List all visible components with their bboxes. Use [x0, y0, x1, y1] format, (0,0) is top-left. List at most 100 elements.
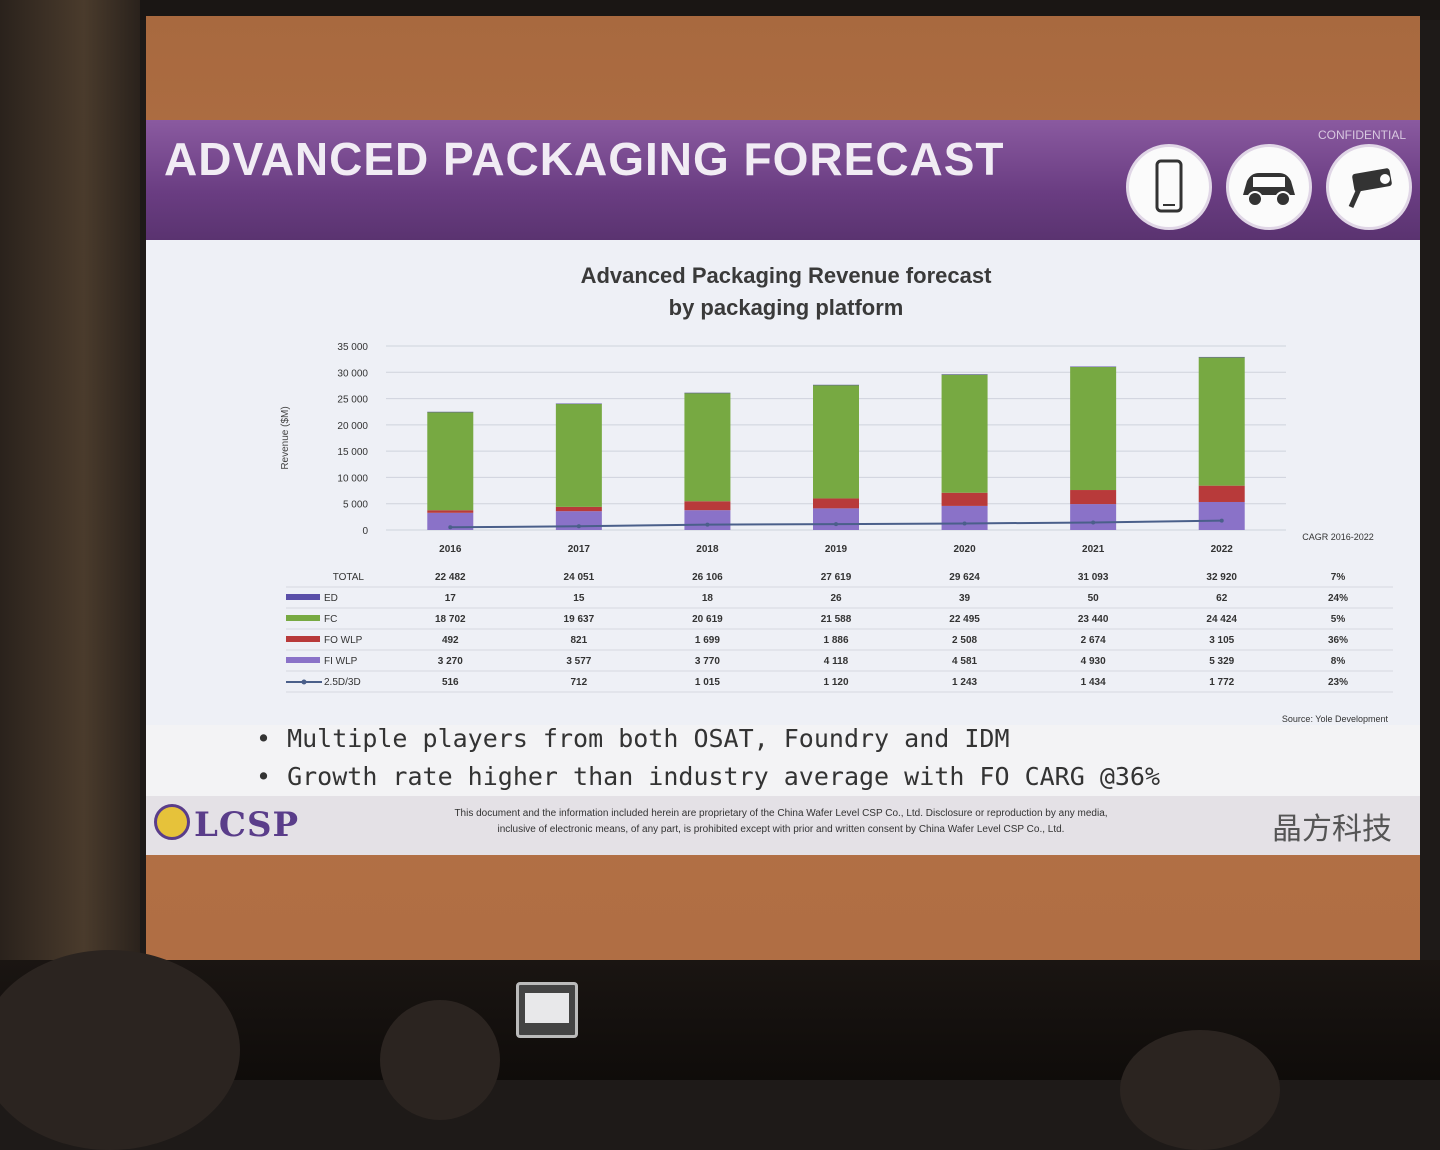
table-cell: 18 [702, 593, 714, 604]
audience-head [0, 950, 240, 1150]
legend-entry: 2.5D/3D [324, 677, 361, 688]
line-point [576, 524, 581, 529]
phone-screen [525, 993, 569, 1023]
table-row-label: TOTAL [333, 572, 365, 583]
slide-footer: LCSP This document and the information i… [146, 796, 1420, 855]
table-cell: 20 619 [692, 614, 723, 625]
x-tick-label: 2017 [568, 544, 591, 555]
room-ceiling [0, 0, 1440, 20]
table-cagr-cell: 36% [1328, 635, 1348, 646]
table-cell: 3 270 [438, 656, 463, 667]
bar-segment-fi-wlp [427, 512, 474, 530]
security-camera-icon [1326, 144, 1412, 230]
y-tick-label: 5 000 [343, 500, 368, 511]
car-icon [1226, 144, 1312, 230]
table-cell: 29 624 [949, 572, 980, 583]
table-cell: 24 424 [1206, 614, 1237, 625]
table-cell: 1 434 [1081, 677, 1106, 688]
y-tick-label: 20 000 [337, 421, 368, 432]
table-cell: 1 772 [1209, 677, 1234, 688]
bar-segment-ed [941, 374, 988, 375]
confidential-label: CONFIDENTIAL [1317, 128, 1406, 142]
audience-head [380, 1000, 500, 1120]
audience-head [1120, 1030, 1280, 1150]
table-cell: 1 120 [823, 677, 848, 688]
bar-segment-ed [813, 384, 859, 386]
bar-segment-fo-wlp [813, 498, 859, 509]
bullet-text: Growth rate higher than industry average… [287, 762, 1161, 791]
bar-segment-fc [427, 411, 474, 511]
y-tick-label: 25 000 [337, 395, 368, 406]
logo-text: LCSP [194, 805, 300, 845]
table-cell: 2 508 [952, 635, 977, 646]
table-cell: 5 329 [1209, 656, 1234, 667]
bar-segment-fo-wlp [941, 492, 988, 506]
bar-segment-fo-wlp [427, 510, 474, 513]
y-tick-label: 10 000 [337, 473, 368, 484]
bar-segment-fo-wlp [684, 501, 731, 511]
table-cell: 4 581 [952, 656, 977, 667]
chart-title-line2: by packaging platform [668, 295, 904, 320]
table-cell: 50 [1088, 593, 1100, 604]
table-cell: 1 015 [695, 677, 720, 688]
table-cell: 516 [442, 677, 459, 688]
table-cell: 1 699 [695, 635, 720, 646]
legend-entry: FI WLP [324, 656, 358, 667]
bar-segment-fo-wlp [1198, 485, 1245, 502]
bar-segment-fi-wlp [684, 510, 731, 530]
legend-swatch [286, 657, 320, 663]
bar-segment-fi-wlp [1198, 501, 1245, 530]
bar-segment-ed [684, 392, 731, 394]
table-cell: 1 243 [952, 677, 977, 688]
x-tick-label: 2018 [696, 544, 719, 555]
bar-segment-fo-wlp [1070, 490, 1117, 505]
y-tick-label: 30 000 [337, 368, 368, 379]
table-cell: 15 [573, 593, 585, 604]
y-tick-label: 15 000 [337, 447, 368, 458]
table-cell: 26 106 [692, 572, 723, 583]
table-cell: 3 105 [1209, 635, 1234, 646]
table-cagr-cell: 5% [1331, 614, 1346, 625]
line-point [962, 521, 967, 526]
table-cagr-cell: 7% [1331, 572, 1346, 583]
table-cell: 27 619 [821, 572, 852, 583]
table-cell: 2 674 [1081, 635, 1106, 646]
footer-disclaimer: This document and the information includ… [351, 806, 1211, 838]
y-axis-label: Revenue ($M) [280, 406, 291, 469]
table-cell: 1 886 [823, 635, 848, 646]
chart-title-line1: Advanced Packaging Revenue forecast [580, 263, 992, 288]
audience-area [0, 950, 1440, 1150]
table-cell: 3 770 [695, 656, 720, 667]
disclaimer-line: This document and the information includ… [454, 808, 1108, 819]
chart-source: Source: Yole Development [1282, 714, 1389, 724]
line-point [834, 522, 838, 527]
line-point [448, 525, 453, 530]
bullet-marker: • [256, 762, 272, 791]
table-cell: 712 [571, 677, 588, 688]
table-cell: 22 495 [949, 614, 980, 625]
bar-segment-fc [1198, 357, 1245, 486]
table-cell: 24 051 [564, 572, 595, 583]
legend-entry: ED [324, 593, 338, 604]
line-point [1091, 520, 1096, 525]
legend-entry: FC [324, 614, 337, 625]
bar-segment-fc [555, 403, 602, 507]
table-cagr-cell: 23% [1328, 677, 1348, 688]
table-cell: 32 920 [1206, 572, 1237, 583]
stacked-bar-chart: 35 000 30 000 25 000 20 000 15 000 10 000 5 00… [280, 342, 1393, 724]
audience-phone [516, 982, 578, 1038]
room-wall [0, 0, 140, 1080]
bullet-text: Multiple players from both OSAT, Foundry… [287, 724, 1010, 753]
y-tick-label: 35 000 [337, 342, 368, 353]
bar-segment-ed [555, 403, 602, 405]
table-cagr-cell: 8% [1331, 656, 1346, 667]
x-tick-label: 2021 [1082, 544, 1105, 555]
legend-swatch [286, 636, 320, 642]
table-cell: 492 [442, 635, 459, 646]
legend-entry: FO WLP [324, 635, 363, 646]
x-tick-label: 2019 [825, 544, 848, 555]
table-cell: 39 [959, 593, 971, 604]
company-logo: LCSP [154, 804, 299, 845]
table-cell: 62 [1216, 593, 1228, 604]
x-tick-label: 2016 [439, 544, 462, 555]
